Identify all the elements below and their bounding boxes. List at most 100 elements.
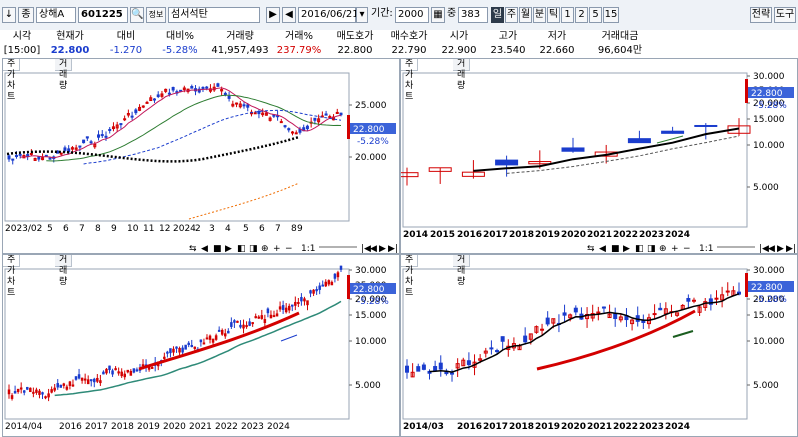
candle-body bbox=[74, 376, 78, 380]
down-arrow-icon[interactable]: ↓ bbox=[2, 7, 16, 23]
grid-icon[interactable]: ▦ bbox=[431, 7, 445, 23]
chart-pane-weekly[interactable]: 30.00025.00020.00015.00010.0005.0002014/… bbox=[2, 254, 400, 437]
candle-body bbox=[697, 306, 702, 313]
tab-volume[interactable]: 거래량 bbox=[453, 59, 471, 91]
info-icon[interactable]: 정보 bbox=[146, 7, 166, 23]
price-marker bbox=[347, 115, 350, 139]
candle-body bbox=[119, 123, 123, 126]
period-button[interactable]: 5 bbox=[589, 7, 602, 23]
candle-body bbox=[13, 391, 17, 394]
chart-control-icon: − bbox=[683, 244, 691, 253]
candle-body bbox=[291, 304, 294, 307]
quote-value: -5.28% bbox=[162, 45, 198, 56]
chart-control-icon: ■ bbox=[611, 244, 620, 253]
x-tick-label: 2017 bbox=[483, 422, 508, 432]
calendar-dropdown-icon[interactable]: ▾ bbox=[356, 7, 368, 23]
candle-body bbox=[70, 147, 74, 150]
y-tick-label: 10.000 bbox=[753, 337, 785, 347]
stock-type-badge[interactable]: 종 bbox=[18, 7, 34, 23]
x-tick-label: 2019 bbox=[137, 422, 160, 432]
tab-price-chart[interactable]: 주가차트 bbox=[401, 59, 419, 102]
scroll-nav-icon: ▶| bbox=[786, 244, 796, 253]
tab-volume[interactable]: 거래량 bbox=[55, 255, 73, 287]
candle-body bbox=[336, 272, 340, 278]
current-price-label: 22.800 bbox=[353, 285, 385, 295]
candle-body bbox=[618, 316, 623, 321]
candle-body bbox=[242, 324, 245, 329]
candle-body bbox=[281, 305, 285, 310]
tools-button[interactable]: 도구 bbox=[774, 7, 796, 23]
candle-body bbox=[260, 315, 264, 319]
candle-body bbox=[50, 389, 53, 393]
chart-pane-monthly[interactable]: 30.00025.00020.00015.00010.0005.0002014/… bbox=[400, 254, 798, 437]
moving-average-line bbox=[54, 300, 342, 397]
candle-body bbox=[312, 289, 315, 294]
current-price-box bbox=[748, 281, 794, 292]
candle-body bbox=[145, 101, 149, 104]
chart-control-icon: ◨ bbox=[647, 244, 656, 253]
strategy-button[interactable]: 전략 bbox=[750, 7, 772, 23]
candle-body bbox=[141, 105, 145, 108]
candle-body bbox=[257, 316, 261, 319]
stock-code-input[interactable]: 601225 bbox=[78, 7, 128, 23]
y-tick-label: 5.000 bbox=[753, 183, 779, 193]
candle-body bbox=[211, 338, 215, 343]
chart-pane-yearly[interactable]: 30.00025.00020.00015.00010.0005.00020142… bbox=[400, 58, 798, 254]
candle-body bbox=[26, 386, 29, 390]
candle-body bbox=[111, 370, 114, 375]
candle-body bbox=[239, 324, 242, 328]
plot-frame bbox=[402, 72, 748, 228]
back-icon[interactable]: ◀ bbox=[282, 7, 296, 23]
candle-body bbox=[41, 157, 45, 161]
tab-price-chart[interactable]: 주가차트 bbox=[401, 255, 419, 298]
x-tick-label: 2014/04 bbox=[5, 422, 43, 432]
candle-body bbox=[720, 294, 725, 301]
tab-price-chart[interactable]: 주가차트 bbox=[3, 59, 21, 102]
period-button[interactable]: 분 bbox=[533, 7, 546, 23]
candle-body bbox=[150, 366, 154, 369]
candle-body bbox=[327, 280, 331, 285]
scroll-nav-icon: ◀ bbox=[370, 244, 377, 253]
candle-body bbox=[433, 366, 438, 372]
chart-control-icon: ◧ bbox=[635, 244, 644, 253]
candle-body bbox=[190, 345, 194, 348]
range-input[interactable]: 383 bbox=[458, 7, 488, 23]
chart-control-icon: ⇆ bbox=[587, 244, 595, 253]
market-select[interactable]: 상해A bbox=[36, 7, 76, 23]
candle-body bbox=[197, 88, 201, 93]
period-button[interactable]: 주 bbox=[505, 7, 518, 23]
period-button[interactable]: 1 bbox=[561, 7, 574, 23]
y-tick-label: 20.000 bbox=[355, 153, 387, 163]
quote-value: 23.540 bbox=[490, 45, 526, 56]
x-tick-label: 2018 bbox=[509, 230, 534, 240]
candle-body bbox=[261, 112, 265, 116]
candle-body bbox=[551, 318, 556, 324]
tab-volume[interactable]: 거래량 bbox=[55, 59, 73, 91]
play-icon[interactable]: ▶ bbox=[266, 7, 280, 23]
tab-volume[interactable]: 거래량 bbox=[453, 255, 471, 287]
candle-body bbox=[694, 124, 718, 127]
period-button[interactable]: 일 bbox=[491, 7, 504, 23]
search-icon[interactable]: 🔍 bbox=[130, 7, 144, 23]
period-button[interactable]: 15 bbox=[603, 7, 619, 23]
candle-body bbox=[317, 118, 321, 123]
x-tick-label: 2017 bbox=[85, 422, 108, 432]
period-input[interactable]: 2000 bbox=[395, 7, 429, 23]
candle-body bbox=[321, 284, 324, 287]
period-button[interactable]: 월 bbox=[519, 7, 532, 23]
chart-control-icon: + bbox=[671, 244, 679, 253]
candle-body bbox=[594, 151, 618, 157]
candle-body bbox=[93, 143, 97, 148]
date-input[interactable]: 2016/06/21 bbox=[298, 7, 359, 23]
chart-pane-daily[interactable]: 25.000 20.000 2023/02 5 6 7 8 9 10 11 12 2024 2 3 4 5 6 7… bbox=[2, 58, 400, 254]
quote-header: 시각 bbox=[12, 31, 32, 42]
tab-price-chart[interactable]: 주가차트 bbox=[3, 255, 21, 298]
candle-body bbox=[201, 86, 205, 89]
candle-body bbox=[284, 307, 288, 313]
candle-body bbox=[169, 348, 172, 354]
period-button[interactable]: 틱 bbox=[547, 7, 560, 23]
candle-body bbox=[205, 337, 209, 340]
candle-body bbox=[175, 346, 178, 349]
period-button[interactable]: 2 bbox=[575, 7, 588, 23]
candle-body bbox=[330, 281, 334, 286]
